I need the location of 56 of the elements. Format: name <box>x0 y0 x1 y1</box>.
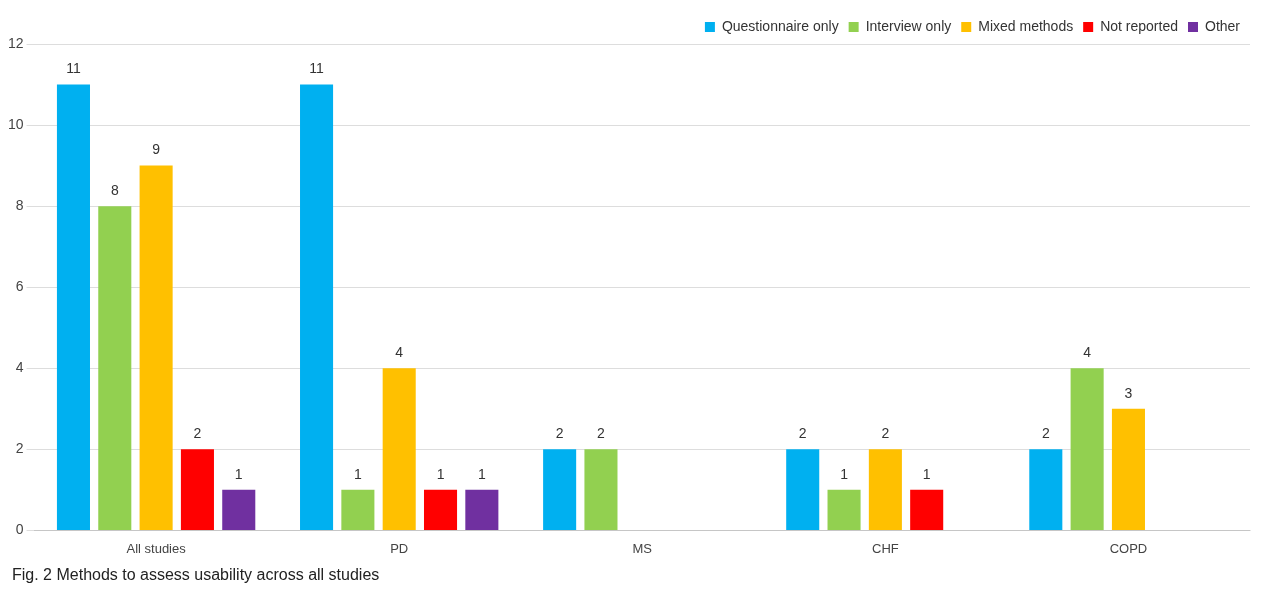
x-tick-label: CHF <box>872 540 899 556</box>
data-label: 2 <box>798 425 807 442</box>
legend-label: Mixed methods <box>978 17 1074 34</box>
x-tick-label: MS <box>632 540 653 556</box>
bar <box>382 368 416 530</box>
legend-label: Questionnaire only <box>721 17 839 34</box>
bar <box>222 489 256 530</box>
data-label: 2 <box>881 425 890 442</box>
bar <box>910 489 944 530</box>
bar <box>1070 368 1104 530</box>
bar <box>98 206 132 530</box>
data-label: 11 <box>66 60 81 77</box>
bar <box>341 489 375 530</box>
data-label: 2 <box>1041 425 1050 442</box>
bar <box>786 449 820 530</box>
data-label: 1 <box>922 465 931 482</box>
bar <box>424 489 458 530</box>
data-label: 9 <box>152 141 161 158</box>
bar <box>139 165 173 530</box>
legend-label: Interview only <box>865 17 952 34</box>
y-tick-label: 4 <box>15 359 24 376</box>
bar <box>56 84 90 530</box>
data-label: 1 <box>353 465 362 482</box>
y-tick-label: 2 <box>15 440 24 457</box>
y-tick-label: 6 <box>15 278 24 295</box>
y-tick-label: 12 <box>7 34 24 51</box>
bar <box>543 449 577 530</box>
legend-label: Not reported <box>1100 17 1178 34</box>
data-label: 1 <box>234 465 243 482</box>
data-label: 11 <box>309 60 325 77</box>
x-tick-label: All studies <box>126 540 187 556</box>
y-tick-label: 0 <box>15 521 24 538</box>
data-label: 2 <box>555 425 564 442</box>
y-tick-label: 10 <box>7 115 24 132</box>
bar <box>868 449 902 530</box>
bar <box>1029 449 1063 530</box>
legend-label: Other <box>1204 17 1241 34</box>
data-label: 1 <box>840 465 849 482</box>
x-tick-label: COPD <box>1109 540 1148 556</box>
bar <box>465 489 499 530</box>
x-tick-label: PD <box>390 540 409 556</box>
bar <box>584 449 618 530</box>
data-label: 1 <box>477 465 486 482</box>
data-label: 8 <box>110 181 119 198</box>
data-label: 2 <box>597 425 606 442</box>
caption: Fig. 2 Methods to assess usability across all studies <box>12 566 380 584</box>
data-label: 3 <box>1124 384 1133 401</box>
bar <box>1111 408 1145 530</box>
y-tick-label: 8 <box>15 196 24 213</box>
bar <box>180 449 214 530</box>
data-label: 2 <box>193 425 202 442</box>
data-label: 1 <box>436 465 445 482</box>
data-label: 4 <box>1083 344 1092 361</box>
bar <box>827 489 861 530</box>
bar <box>300 84 334 530</box>
data-label: 4 <box>395 344 404 361</box>
